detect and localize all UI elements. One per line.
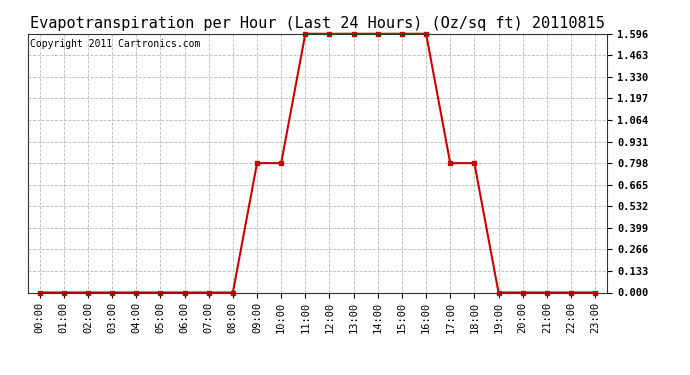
Text: Copyright 2011 Cartronics.com: Copyright 2011 Cartronics.com [30, 39, 201, 49]
Title: Evapotranspiration per Hour (Last 24 Hours) (Oz/sq ft) 20110815: Evapotranspiration per Hour (Last 24 Hou… [30, 16, 605, 31]
